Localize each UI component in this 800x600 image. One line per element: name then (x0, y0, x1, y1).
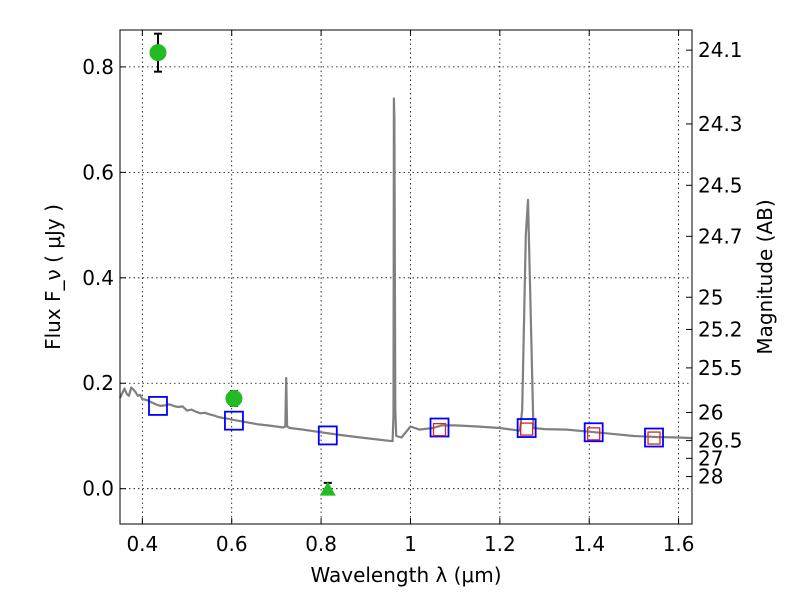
x-tick-label: 0.4 (126, 532, 158, 556)
predicted-flux-marker (647, 431, 661, 445)
y-tick-label: 0.8 (82, 55, 114, 79)
y-axis-label-right: Magnitude (AB) (753, 199, 777, 354)
y-tick-label: 0.0 (82, 477, 114, 501)
mag-tick-label: 24.3 (698, 112, 743, 136)
observed-flux-marker (225, 390, 243, 408)
mag-tick-label: 24.7 (698, 224, 743, 248)
mag-tick-label: 26.5 (698, 429, 743, 453)
y-tick-label: 0.2 (82, 371, 114, 395)
model-photometry-marker (429, 417, 450, 438)
mag-tick-label: 25.2 (698, 317, 743, 341)
y-axis-label-left: Flux F_ν ( μJy ) (41, 204, 65, 350)
model-photometry-marker (583, 422, 604, 443)
plot-series (119, 32, 693, 496)
x-tick-label: 0.8 (305, 532, 337, 556)
x-tick-label: 0.6 (216, 532, 248, 556)
observed-flux-marker (149, 44, 167, 62)
mag-tick-label: 27 (698, 446, 723, 470)
x-tick-label: 1 (404, 532, 417, 556)
predicted-flux-marker (432, 422, 447, 437)
upper-limit-marker (319, 481, 336, 496)
mag-tick-label: 25 (698, 285, 723, 309)
x-tick-label: 1.2 (484, 532, 516, 556)
mag-tick-label: 26 (698, 400, 723, 424)
model-spectrum-line (119, 97, 693, 443)
x-axis-label: Wavelength λ (μm) (310, 563, 501, 587)
predicted-flux-marker (520, 422, 534, 436)
y-tick-label: 0.6 (82, 160, 114, 184)
mag-tick-label: 25.5 (698, 356, 743, 380)
mag-tick-label: 24.1 (698, 38, 743, 62)
x-tick-label: 1.4 (573, 532, 605, 556)
model-photometry-marker (224, 410, 244, 431)
grid (120, 30, 692, 524)
y-tick-label: 0.4 (82, 266, 114, 290)
y-axis-left: 0.0 0.2 0.4 0.6 0.8 (82, 55, 126, 501)
x-axis: 0.4 0.6 0.8 1 1.2 1.4 1.6 (126, 30, 695, 556)
mag-tick-label: 28 (698, 465, 723, 489)
model-photometry-marker (516, 418, 537, 438)
model-photometry-marker (317, 425, 338, 446)
x-tick-label: 1.6 (663, 532, 695, 556)
predicted-flux-marker (587, 427, 601, 441)
model-photometry-marker (148, 396, 168, 416)
plot-frame (119, 29, 693, 525)
model-photometry-marker (644, 427, 664, 448)
mag-tick-label: 24.5 (698, 173, 743, 197)
